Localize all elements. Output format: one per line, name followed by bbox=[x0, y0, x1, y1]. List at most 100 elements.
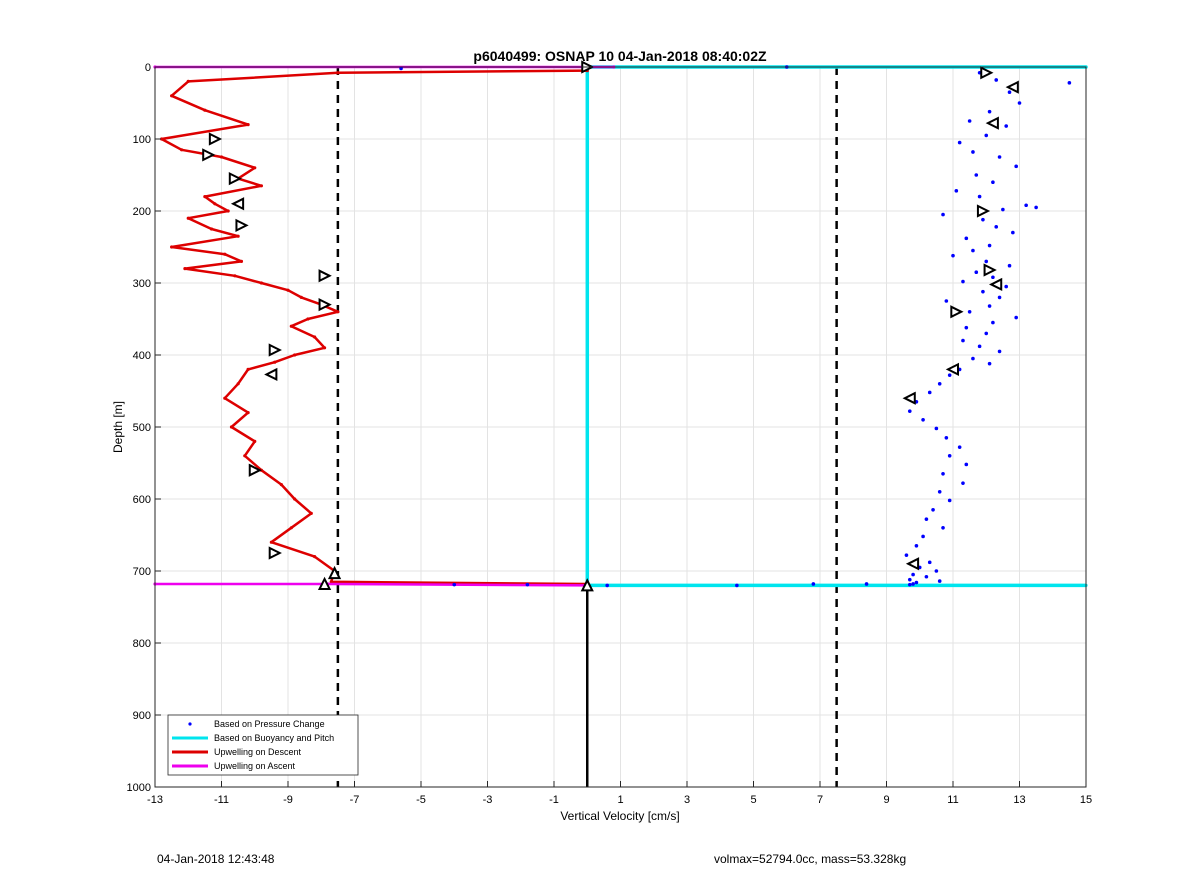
series-point bbox=[170, 245, 174, 249]
pressure-point bbox=[967, 119, 972, 123]
pressure-point bbox=[1007, 263, 1012, 268]
series-point bbox=[279, 483, 283, 487]
x-tick-label: 9 bbox=[883, 794, 889, 806]
legend-swatch-pressure bbox=[188, 722, 192, 726]
y-tick-label: 600 bbox=[133, 494, 151, 506]
direction-marker bbox=[950, 305, 964, 319]
direction-marker bbox=[580, 578, 594, 592]
pressure-point bbox=[941, 472, 945, 476]
pressure-point bbox=[1011, 230, 1015, 235]
pressure-point bbox=[914, 580, 919, 585]
pressure-point bbox=[864, 582, 869, 586]
series-point bbox=[269, 540, 273, 544]
pressure-point bbox=[987, 304, 992, 308]
pressure-point bbox=[931, 508, 935, 512]
direction-marker bbox=[248, 463, 262, 477]
pressure-point bbox=[944, 299, 949, 303]
x-tick-label: -7 bbox=[350, 794, 360, 806]
legend-label-pressure: Based on Pressure Change bbox=[214, 719, 325, 729]
pressure-point bbox=[934, 569, 939, 573]
series-line bbox=[155, 582, 588, 587]
series-point bbox=[253, 166, 257, 170]
pressure-point bbox=[987, 109, 992, 114]
series-layer bbox=[153, 65, 1088, 588]
series-point bbox=[236, 382, 240, 386]
x-tick-label: 7 bbox=[817, 794, 823, 806]
pressure-point bbox=[994, 78, 999, 82]
pressure-point bbox=[1017, 101, 1022, 105]
x-tick-label: 11 bbox=[947, 794, 958, 806]
pressure-point bbox=[399, 66, 403, 71]
series-point bbox=[289, 526, 293, 530]
pressure-point bbox=[934, 426, 939, 431]
pressure-point bbox=[947, 454, 952, 458]
pressure-point bbox=[971, 248, 975, 253]
direction-marker bbox=[235, 218, 249, 233]
pressure-point bbox=[961, 481, 965, 485]
pressure-point bbox=[1024, 203, 1028, 208]
x-tick-label: -1 bbox=[549, 794, 559, 806]
direction-markers bbox=[202, 60, 1019, 592]
pressure-point bbox=[941, 212, 945, 217]
x-tick-label: -3 bbox=[483, 794, 493, 806]
pressure-point bbox=[954, 189, 959, 193]
series-point bbox=[213, 202, 217, 206]
direction-marker bbox=[228, 171, 243, 186]
pressure-point bbox=[907, 577, 912, 582]
series-point bbox=[259, 184, 263, 188]
pressure-point bbox=[944, 436, 949, 440]
series-point bbox=[239, 259, 244, 263]
y-tick-labels: 0 100 200 300 400 500 600 700 800 900 1000 bbox=[127, 62, 161, 794]
pressure-point bbox=[452, 582, 457, 587]
pressure-point bbox=[947, 373, 952, 377]
direction-marker bbox=[980, 66, 994, 80]
series-point bbox=[336, 310, 340, 314]
y-tick-label: 0 bbox=[145, 62, 151, 74]
y-tick-label: 500 bbox=[133, 422, 151, 434]
pressure-point bbox=[971, 356, 975, 361]
y-tick-label: 800 bbox=[133, 638, 151, 650]
series-point bbox=[286, 288, 290, 292]
pressure-point bbox=[605, 583, 609, 588]
series-point bbox=[273, 360, 277, 364]
pressure-point bbox=[937, 579, 942, 583]
series-point bbox=[289, 324, 293, 328]
series-point bbox=[209, 227, 214, 231]
pressure-point bbox=[921, 418, 925, 422]
pressure-point bbox=[957, 445, 962, 449]
series-point bbox=[246, 123, 250, 127]
direction-marker bbox=[976, 204, 991, 218]
pressure-point bbox=[1067, 81, 1072, 85]
x-tick-labels: -13 -11 -9 -7 -5 -3 -1 1 3 5 7 9 11 13 15 bbox=[147, 781, 1092, 806]
series-point bbox=[299, 295, 303, 299]
pressure-point bbox=[1014, 164, 1018, 169]
x-tick-label: 5 bbox=[750, 794, 756, 806]
pressure-point bbox=[977, 194, 982, 199]
pressure-point bbox=[735, 583, 739, 588]
series-point bbox=[336, 71, 340, 75]
pressure-point bbox=[937, 490, 942, 494]
direction-marker bbox=[318, 269, 332, 283]
reference-lines bbox=[336, 67, 838, 787]
x-tick-label: -9 bbox=[283, 794, 293, 806]
series-point bbox=[293, 353, 297, 357]
x-tick-label: 1 bbox=[617, 794, 623, 806]
y-tick-label: 900 bbox=[133, 710, 151, 722]
pressure-point bbox=[997, 349, 1002, 354]
series-point bbox=[223, 252, 227, 256]
pressure-point bbox=[984, 259, 989, 264]
pressure-point bbox=[1034, 205, 1038, 210]
pressure-point bbox=[1004, 284, 1008, 289]
series-point bbox=[313, 335, 317, 339]
pressure-point bbox=[981, 289, 985, 294]
x-tick-label: 15 bbox=[1080, 794, 1092, 806]
pressure-point bbox=[927, 390, 932, 395]
pressure-point bbox=[967, 310, 972, 314]
series-point bbox=[180, 148, 184, 152]
series-point bbox=[309, 511, 313, 515]
pressure-point bbox=[941, 526, 945, 530]
series-point bbox=[226, 209, 230, 213]
x-tick-label: -13 bbox=[147, 794, 163, 806]
legend-label-buoyancy: Based on Buoyancy and Pitch bbox=[214, 733, 334, 743]
